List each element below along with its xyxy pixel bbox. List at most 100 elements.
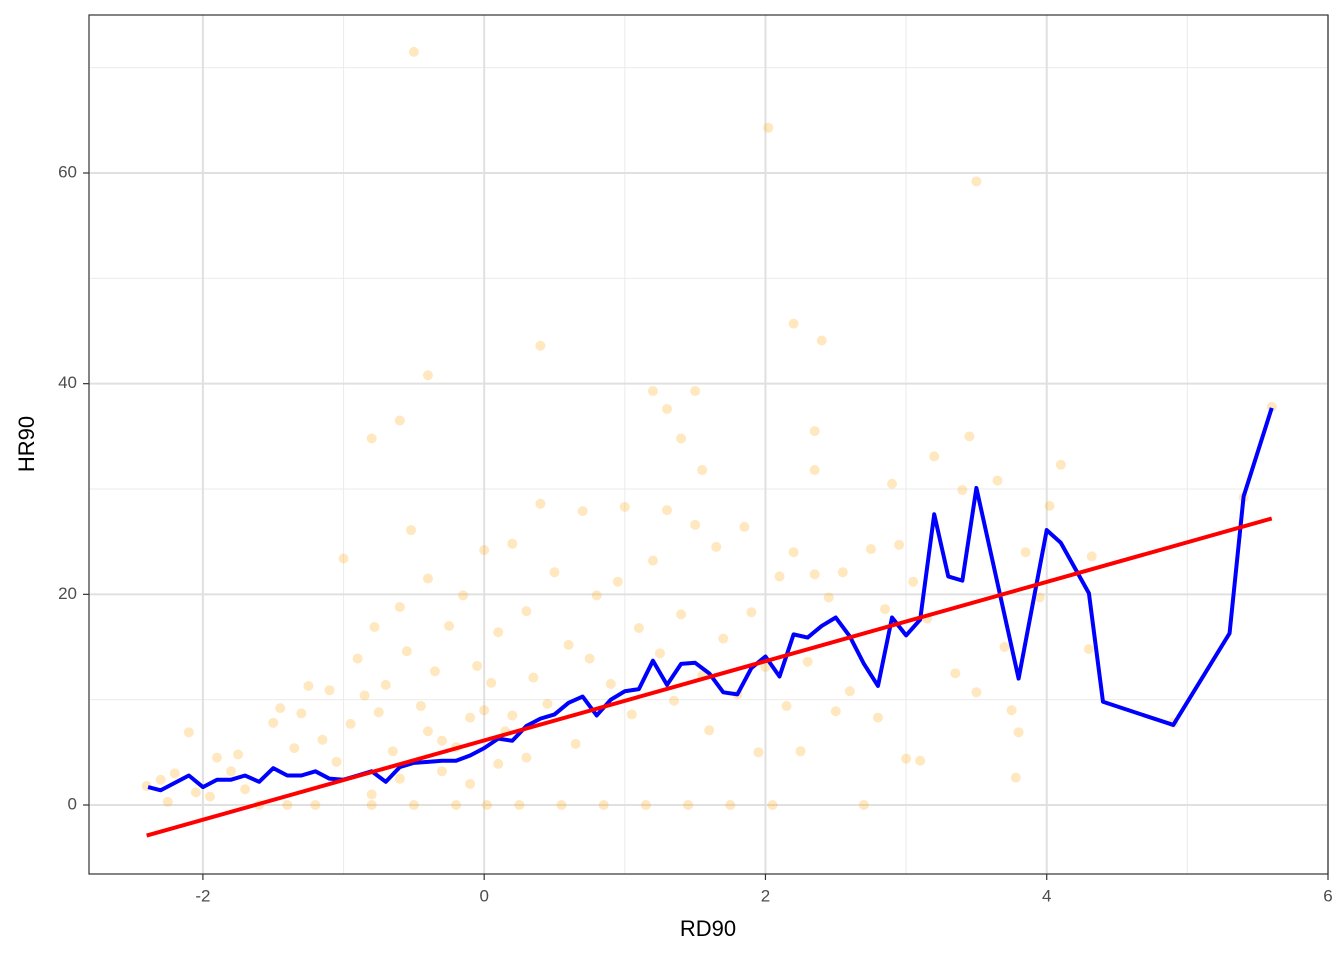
scatter-point bbox=[971, 176, 982, 187]
scatter-point bbox=[570, 738, 581, 749]
scatter-point bbox=[479, 705, 490, 716]
scatter-point bbox=[999, 642, 1010, 653]
scatter-point bbox=[429, 666, 440, 677]
scatter-point bbox=[711, 541, 722, 552]
scatter-point bbox=[690, 386, 701, 397]
scatter-point bbox=[406, 525, 417, 536]
scatter-point bbox=[647, 555, 658, 566]
scatter-point bbox=[753, 747, 764, 758]
plot-border bbox=[88, 14, 1329, 875]
scatter-point bbox=[436, 735, 447, 746]
scatter-point bbox=[211, 752, 222, 763]
scatter-point bbox=[809, 426, 820, 437]
scatter-point bbox=[1044, 500, 1055, 511]
line bbox=[147, 407, 1274, 793]
scatter-point bbox=[521, 752, 532, 763]
scatter-point bbox=[676, 433, 687, 444]
scatter-point bbox=[268, 717, 279, 728]
scatter-point bbox=[366, 789, 377, 800]
scatter-point bbox=[394, 601, 405, 612]
scatter-point bbox=[816, 335, 827, 346]
scatter-point bbox=[465, 778, 476, 789]
scatter-point bbox=[837, 567, 848, 578]
scatter-point bbox=[612, 576, 623, 587]
scatter-point bbox=[763, 122, 774, 133]
scatter-point bbox=[303, 680, 314, 691]
scatter-point bbox=[767, 800, 778, 811]
x-tick-label: -2 bbox=[195, 886, 210, 905]
scatter-point bbox=[858, 800, 869, 811]
scatter-point bbox=[549, 567, 560, 578]
scatter-point bbox=[514, 800, 525, 811]
scatter-point bbox=[282, 800, 293, 811]
scatter-point bbox=[964, 431, 975, 442]
scatter-point bbox=[957, 485, 968, 496]
scatter-point bbox=[289, 743, 300, 754]
x-tick-label: 4 bbox=[1042, 886, 1051, 905]
scatter-point bbox=[521, 606, 532, 617]
scatter-point bbox=[1086, 551, 1097, 562]
scatter-point bbox=[296, 708, 307, 719]
scatter-point bbox=[436, 766, 447, 777]
scatter-point bbox=[366, 433, 377, 444]
y-tick-label: 40 bbox=[58, 373, 77, 392]
scatter-point bbox=[345, 718, 356, 729]
scatter-point bbox=[394, 415, 405, 426]
scatter-point bbox=[662, 505, 673, 516]
scatter-point bbox=[317, 734, 328, 745]
scatter-point bbox=[204, 791, 215, 802]
scatter-point bbox=[971, 687, 982, 698]
scatter-point bbox=[697, 465, 708, 476]
scatter-point bbox=[183, 727, 194, 738]
scatter-point bbox=[359, 690, 370, 701]
scatter-point bbox=[275, 703, 286, 714]
scatter-point bbox=[872, 712, 883, 723]
scatter-point bbox=[950, 668, 961, 679]
scatter-point bbox=[626, 709, 637, 720]
scatter-point bbox=[676, 609, 687, 620]
scatter-point bbox=[823, 592, 834, 603]
scatter-point bbox=[1083, 644, 1094, 655]
scatter-point bbox=[662, 403, 673, 414]
scatter-point bbox=[802, 656, 813, 667]
scatter-point bbox=[591, 590, 602, 601]
scatter-point bbox=[992, 475, 1003, 486]
scatter-point bbox=[528, 672, 539, 683]
scatter-point bbox=[683, 800, 694, 811]
scatter-point bbox=[844, 686, 855, 697]
scatter-point bbox=[369, 621, 380, 632]
scatter-point bbox=[1010, 772, 1021, 783]
scatter-point bbox=[324, 685, 335, 696]
scatter-point bbox=[493, 758, 504, 769]
scatter-point bbox=[654, 648, 665, 659]
scatter-point bbox=[444, 620, 455, 631]
scatter-point bbox=[915, 755, 926, 766]
scatter-point bbox=[718, 633, 729, 644]
scatter-point bbox=[458, 590, 469, 601]
scatter-point bbox=[760, 662, 771, 673]
scatter-point bbox=[746, 607, 757, 618]
scatter-point bbox=[929, 451, 940, 462]
scatter-point bbox=[310, 800, 321, 811]
scatter-point bbox=[162, 796, 173, 807]
scatter-point bbox=[507, 538, 518, 549]
scatter-point bbox=[486, 677, 497, 688]
scatter-point bbox=[1034, 592, 1045, 603]
scatter-point bbox=[387, 746, 398, 757]
scatter-point bbox=[169, 768, 180, 779]
scatter-point bbox=[451, 800, 462, 811]
scatter-point bbox=[809, 465, 820, 476]
scatter-point bbox=[465, 712, 476, 723]
scatter-point bbox=[584, 653, 595, 664]
scatter-point bbox=[908, 576, 919, 587]
scatter-point bbox=[788, 547, 799, 558]
scatter-point bbox=[155, 774, 166, 785]
scatter-point bbox=[415, 700, 426, 711]
scatter-point bbox=[380, 679, 391, 690]
scatter-point bbox=[542, 698, 553, 709]
scatter-point bbox=[704, 725, 715, 736]
scatter-point bbox=[887, 478, 898, 489]
scatter-point bbox=[422, 370, 433, 381]
scatter-point bbox=[408, 800, 419, 811]
